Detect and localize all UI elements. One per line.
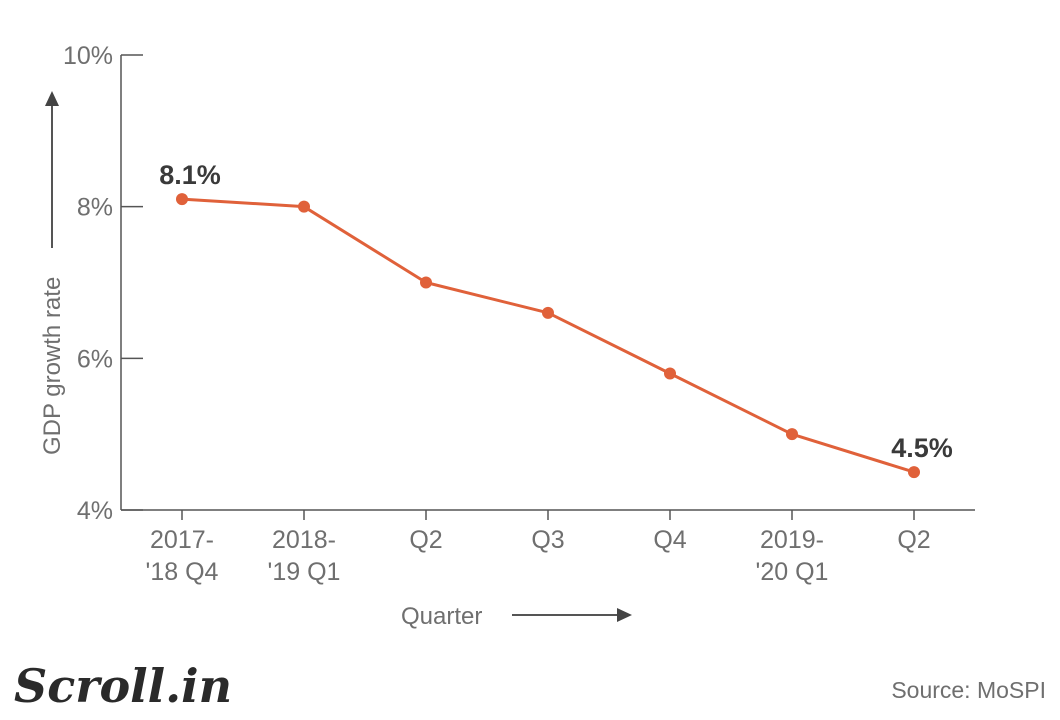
- data-label: 4.5%: [891, 433, 953, 463]
- y-tick-label: 4%: [77, 497, 113, 525]
- data-label: 8.1%: [159, 160, 221, 190]
- y-tick-label: 8%: [77, 194, 113, 222]
- x-tick-label: Q3: [531, 526, 564, 554]
- x-tick-label: 2018-'19 Q1: [268, 526, 341, 586]
- data-point: [542, 306, 554, 319]
- data-point: [908, 466, 920, 479]
- x-tick-label: 2017-'18 Q4: [146, 526, 219, 586]
- data-point: [176, 193, 188, 206]
- y-axis-arrow-head: [45, 91, 59, 106]
- x-axis-title-group: Quarter: [401, 603, 632, 630]
- y-ticks: 4% 6% 8% 10%: [63, 42, 143, 525]
- source-note: Source: MoSPI: [891, 677, 1046, 703]
- x-axis-title: Quarter: [401, 603, 482, 630]
- series-line: [181, 197, 915, 474]
- x-axis-arrow-head: [617, 608, 632, 622]
- series: [176, 193, 920, 479]
- y-axis-title: GDP growth rate: [39, 277, 66, 455]
- y-tick-label: 6%: [77, 345, 113, 373]
- data-point: [420, 276, 432, 289]
- data-point: [786, 428, 798, 441]
- axes: [120, 55, 975, 511]
- y-tick-label: 10%: [63, 42, 113, 70]
- x-tick-label: Q2: [409, 526, 442, 554]
- scroll-logo: Scroll.in: [14, 659, 232, 713]
- y-axis-title-group: GDP growth rate: [39, 91, 66, 455]
- data-labels: 8.1% 4.5%: [159, 160, 953, 463]
- x-tick-label: 2019-'20 Q1: [756, 526, 829, 586]
- x-tick-label: Q4: [653, 526, 686, 554]
- data-point: [298, 200, 310, 213]
- x-ticks: 2017-'18 Q4 2018-'19 Q1 Q2 Q3 Q4 2019-'20 Q1 Q…: [146, 510, 931, 586]
- x-tick-label: Q2: [897, 526, 930, 554]
- data-point: [664, 367, 676, 380]
